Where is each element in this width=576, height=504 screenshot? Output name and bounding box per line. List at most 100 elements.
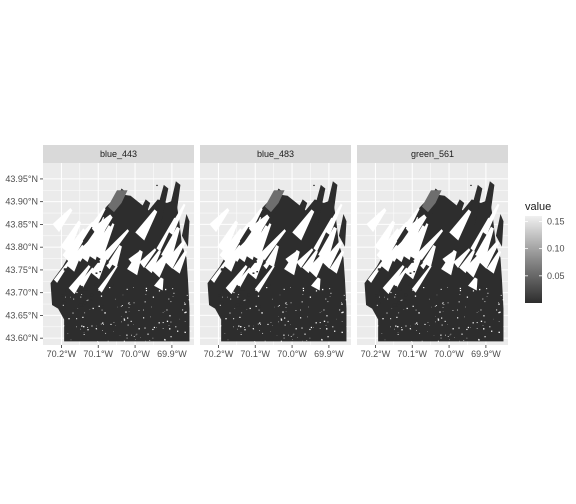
raster-speck bbox=[107, 340, 109, 342]
raster-speck bbox=[300, 317, 302, 319]
raster-speck bbox=[184, 302, 185, 304]
raster-speck bbox=[486, 288, 488, 290]
raster-fragment bbox=[267, 283, 271, 287]
raster-speck bbox=[123, 318, 125, 320]
legend-break-label: 0.15 bbox=[547, 216, 565, 226]
raster-land-peninsula bbox=[156, 217, 176, 252]
raster-speck bbox=[498, 321, 500, 322]
raster-speck bbox=[271, 298, 273, 300]
raster-speck bbox=[65, 296, 66, 298]
raster-speck bbox=[170, 336, 172, 338]
raster-speck bbox=[260, 324, 262, 325]
raster-land-peninsula bbox=[380, 244, 399, 272]
raster-speck bbox=[435, 321, 436, 323]
raster-land-peninsula bbox=[209, 208, 230, 233]
raster-speck bbox=[145, 287, 148, 290]
raster-speck bbox=[129, 304, 131, 306]
facet-strip bbox=[200, 145, 351, 163]
raster-land-peninsula bbox=[242, 222, 264, 260]
raster-speck bbox=[390, 326, 391, 328]
raster-speck bbox=[244, 329, 246, 331]
raster-speck bbox=[483, 328, 485, 330]
raster-speck bbox=[484, 301, 486, 303]
raster-speck bbox=[143, 309, 144, 311]
raster-speck bbox=[128, 307, 130, 308]
raster-fragment bbox=[99, 270, 102, 273]
raster-speck bbox=[162, 328, 164, 329]
raster-speck bbox=[441, 303, 443, 305]
raster-speck bbox=[300, 309, 301, 311]
raster-speck bbox=[278, 321, 279, 323]
raster-speck bbox=[243, 300, 245, 302]
raster-speck bbox=[121, 305, 123, 307]
raster-speck bbox=[482, 325, 484, 326]
raster-fragment bbox=[393, 290, 398, 294]
raster-speck bbox=[83, 333, 85, 335]
raster-speck bbox=[437, 318, 439, 320]
raster-speck bbox=[98, 289, 100, 291]
raster-speck bbox=[484, 321, 486, 323]
raster-water-body bbox=[364, 193, 504, 342]
raster-speck bbox=[464, 316, 465, 318]
raster-speck bbox=[248, 325, 250, 327]
raster-fragment bbox=[254, 260, 257, 263]
raster-speck bbox=[445, 334, 446, 336]
raster-land-peninsula bbox=[66, 244, 85, 272]
color-legend: value 0.15 0.10 0.05 bbox=[525, 201, 565, 303]
raster-land-peninsula bbox=[486, 250, 502, 274]
raster-speck bbox=[182, 309, 184, 311]
raster-speck bbox=[409, 328, 411, 330]
y-tick-label: 43.60°N bbox=[5, 333, 38, 343]
raster-land-peninsula bbox=[302, 249, 318, 274]
raster-speck bbox=[329, 288, 331, 290]
raster-speck bbox=[76, 292, 78, 294]
raster-land-peninsula bbox=[384, 221, 408, 253]
raster-speck bbox=[82, 316, 84, 318]
raster-fragment bbox=[258, 305, 262, 308]
legend-title: value bbox=[525, 201, 551, 213]
raster-speck bbox=[309, 296, 312, 298]
raster-speck bbox=[156, 327, 157, 328]
raster-speck bbox=[150, 316, 151, 318]
raster-land-peninsula bbox=[161, 226, 180, 261]
raster-speck bbox=[423, 286, 425, 289]
raster-land-peninsula bbox=[441, 249, 457, 276]
raster-speck bbox=[390, 292, 392, 294]
raster-inlet-3 bbox=[495, 213, 504, 247]
raster-speck bbox=[240, 333, 242, 335]
raster-land-peninsula bbox=[248, 216, 262, 244]
raster-speck bbox=[184, 303, 186, 305]
raster-speck bbox=[238, 325, 240, 327]
raster-fragment bbox=[397, 301, 401, 305]
raster-speck bbox=[76, 318, 78, 320]
raster-land-peninsula bbox=[247, 207, 263, 231]
raster-speck bbox=[144, 327, 146, 329]
raster-fragment bbox=[90, 299, 93, 301]
raster-speck bbox=[233, 326, 234, 328]
raster-inlet-1 bbox=[468, 184, 483, 225]
raster-speck bbox=[62, 304, 64, 306]
raster-land-peninsula bbox=[135, 209, 158, 241]
raster-speck bbox=[447, 302, 449, 304]
raster-speck bbox=[472, 322, 474, 324]
raster-land-peninsula bbox=[91, 216, 105, 244]
raster-speck bbox=[301, 301, 303, 303]
raster-fragment bbox=[81, 305, 84, 308]
raster-speck bbox=[387, 298, 389, 300]
raster-speck bbox=[437, 319, 440, 321]
raster-speck bbox=[397, 333, 399, 335]
raster-speck bbox=[308, 306, 309, 308]
raster-fragment bbox=[247, 293, 251, 297]
raster-speck bbox=[170, 321, 172, 323]
raster-fragment bbox=[415, 305, 419, 308]
raster-land-peninsula bbox=[313, 217, 333, 252]
raster-inlet-0 bbox=[450, 199, 465, 225]
raster-land-peninsula bbox=[102, 229, 130, 261]
raster-inlet-0 bbox=[293, 199, 308, 225]
raster-speck bbox=[92, 307, 94, 310]
raster-speck bbox=[341, 303, 343, 305]
raster-speck bbox=[309, 328, 311, 331]
raster-fragment bbox=[65, 288, 70, 292]
raster-speck bbox=[418, 312, 420, 314]
raster-fragment bbox=[411, 260, 414, 263]
